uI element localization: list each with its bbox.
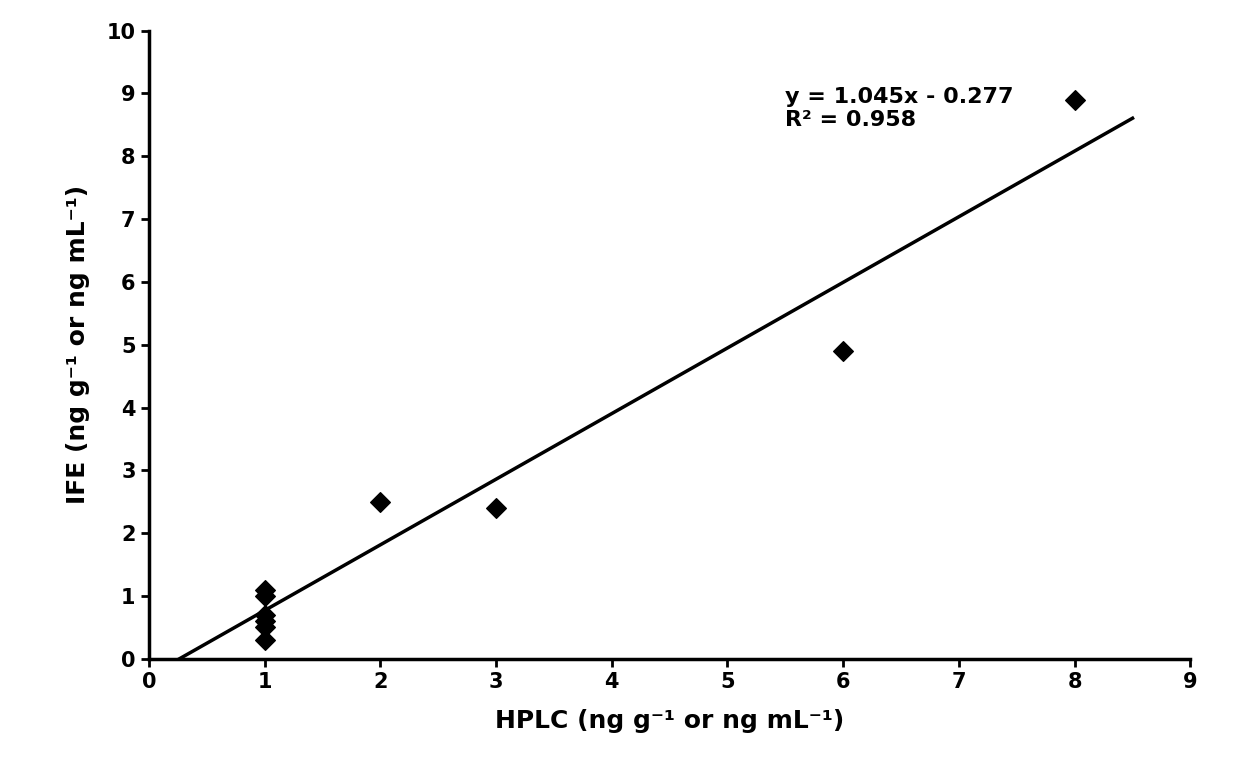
Point (254, 584, 274, 596)
X-axis label: HPLC (ng g⁻¹ or ng mL⁻¹): HPLC (ng g⁻¹ or ng mL⁻¹) (495, 709, 844, 732)
Point (254, 633, 274, 646)
Text: y = 1.045x - 0.277
R² = 0.958: y = 1.045x - 0.277 R² = 0.958 (785, 87, 1014, 130)
Point (371, 496, 391, 508)
Point (254, 621, 274, 633)
Point (833, 345, 853, 357)
Point (1065, 93, 1085, 106)
Point (486, 502, 506, 514)
Point (254, 609, 274, 621)
Point (254, 590, 274, 602)
Y-axis label: IFE (ng g⁻¹ or ng mL⁻¹): IFE (ng g⁻¹ or ng mL⁻¹) (66, 185, 91, 504)
Point (254, 615, 274, 627)
